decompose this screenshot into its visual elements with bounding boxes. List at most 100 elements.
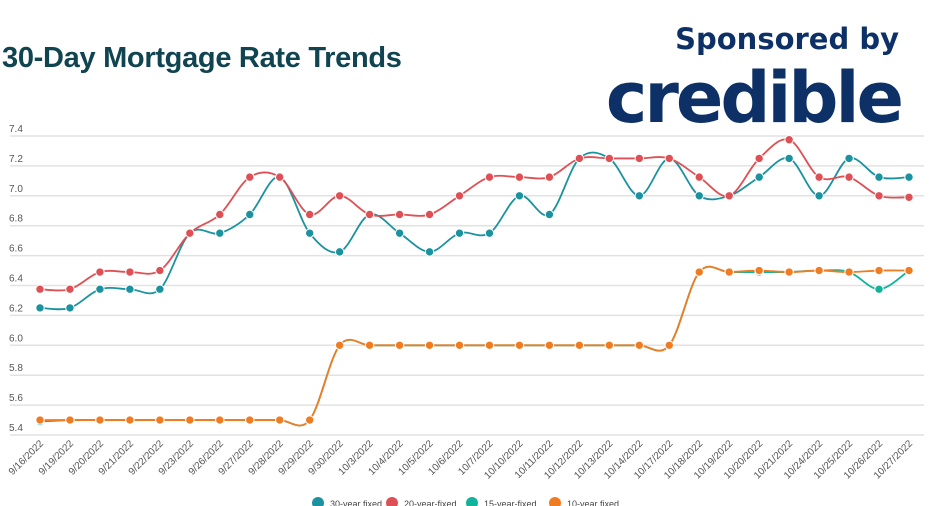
data-point xyxy=(784,267,794,277)
data-point xyxy=(544,209,555,220)
data-point xyxy=(155,284,165,294)
data-point xyxy=(245,415,255,425)
data-point xyxy=(334,340,345,350)
data-point xyxy=(155,265,165,276)
data-point xyxy=(784,153,794,164)
data-point xyxy=(904,265,914,276)
series-30-year-fixed xyxy=(35,151,914,313)
data-point xyxy=(694,191,704,201)
data-point xyxy=(604,340,615,350)
data-point xyxy=(185,415,195,425)
data-point xyxy=(514,340,525,350)
legend-item[interactable]: 20-year-fixed xyxy=(386,497,457,506)
data-point xyxy=(35,415,45,425)
data-point xyxy=(215,228,225,238)
y-tick-label: 7.0 xyxy=(9,184,23,195)
credible-logo: credible xyxy=(605,57,904,139)
legend-marker xyxy=(312,497,324,506)
data-point xyxy=(125,415,135,425)
data-point xyxy=(304,209,315,220)
data-point xyxy=(874,284,884,294)
data-point xyxy=(844,172,854,182)
series-20-year-fixed xyxy=(35,135,914,294)
data-point xyxy=(364,340,375,350)
data-point xyxy=(394,209,405,220)
data-point xyxy=(724,191,734,201)
legend-item[interactable]: 30-year fixed xyxy=(312,497,382,506)
data-point xyxy=(754,265,764,276)
data-point xyxy=(754,172,764,182)
legend-item[interactable]: 15-year-fixed xyxy=(466,497,537,506)
legend-label: 10-year fixed xyxy=(567,499,619,506)
data-point xyxy=(544,340,555,350)
data-point xyxy=(304,415,315,425)
series-line xyxy=(40,265,910,427)
data-point xyxy=(814,265,824,276)
data-point xyxy=(125,267,135,277)
data-point xyxy=(454,191,465,201)
data-point xyxy=(424,209,435,220)
data-point xyxy=(484,340,495,350)
data-point xyxy=(754,153,764,164)
chart-title: 30-Day Mortgage Rate Trends xyxy=(2,42,402,74)
y-tick-label: 7.2 xyxy=(9,154,23,165)
y-tick-label: 5.8 xyxy=(9,363,23,374)
data-point xyxy=(514,191,525,201)
legend-item[interactable]: 10-year fixed xyxy=(549,497,619,506)
series-line xyxy=(39,138,910,292)
data-point xyxy=(394,228,405,238)
data-point xyxy=(664,340,674,350)
y-tick-label: 6.8 xyxy=(9,214,23,225)
data-point xyxy=(844,153,854,164)
data-point xyxy=(484,228,495,238)
legend-label: 30-year fixed xyxy=(330,499,382,506)
y-tick-label: 7.4 xyxy=(9,124,23,135)
data-point xyxy=(275,415,285,425)
data-point xyxy=(65,303,75,313)
data-point xyxy=(334,191,345,201)
data-point xyxy=(874,191,884,201)
data-point xyxy=(95,415,105,425)
data-point xyxy=(394,340,405,350)
legend-marker xyxy=(386,497,398,506)
data-point xyxy=(574,340,585,350)
data-point xyxy=(604,153,615,164)
data-point xyxy=(814,191,824,201)
data-point xyxy=(454,228,465,238)
y-tick-label: 6.0 xyxy=(9,333,23,344)
data-point xyxy=(904,172,914,182)
data-point xyxy=(844,267,854,277)
data-point xyxy=(454,340,465,350)
data-point xyxy=(814,172,824,182)
data-point xyxy=(484,172,495,182)
y-tick-label: 6.4 xyxy=(9,274,23,285)
data-point xyxy=(245,209,255,220)
legend-marker xyxy=(466,497,478,506)
data-point xyxy=(634,340,645,350)
data-point xyxy=(634,153,645,164)
data-point xyxy=(724,267,734,277)
data-point xyxy=(155,415,165,425)
legend-label: 20-year-fixed xyxy=(404,499,457,506)
data-point xyxy=(694,267,704,277)
data-point xyxy=(95,267,105,277)
y-tick-label: 5.6 xyxy=(9,393,23,404)
data-point xyxy=(334,247,345,257)
data-point xyxy=(125,284,135,294)
series-10-year-fixed xyxy=(35,265,914,427)
data-point xyxy=(544,172,555,182)
data-point xyxy=(664,153,674,164)
data-point xyxy=(95,284,105,294)
data-point xyxy=(364,209,375,220)
y-tick-label: 6.2 xyxy=(9,303,23,314)
data-point xyxy=(574,153,585,164)
data-point xyxy=(65,415,75,425)
data-point xyxy=(215,209,225,220)
data-point xyxy=(185,228,195,238)
data-point xyxy=(245,172,255,182)
data-point xyxy=(35,303,45,313)
data-point xyxy=(784,135,794,145)
data-point xyxy=(904,192,914,202)
y-tick-label: 5.4 xyxy=(9,423,23,434)
